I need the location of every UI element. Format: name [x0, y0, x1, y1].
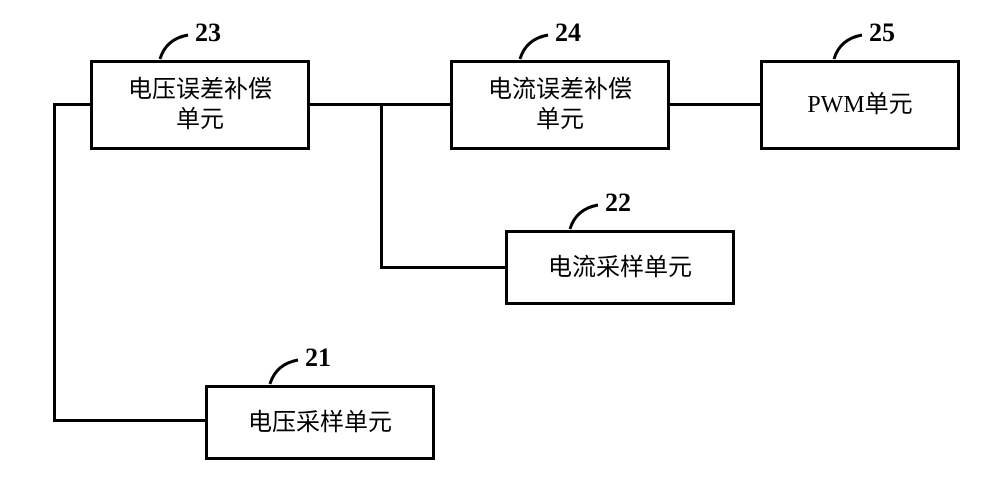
- block-current-sampling: 电流采样单元: [505, 230, 735, 305]
- connector-t-vertical: [380, 103, 383, 269]
- connector-24-25: [670, 103, 760, 106]
- block-label: 电流误差补偿单元: [488, 75, 632, 135]
- ref-label-22: 22: [605, 188, 631, 218]
- block-current-error-comp: 电流误差补偿单元: [450, 60, 670, 150]
- callout-22: [568, 203, 602, 231]
- connector-23-left-stub: [53, 103, 93, 106]
- block-label: 电压误差补偿单元: [128, 75, 272, 135]
- connector-t-to-22: [380, 266, 507, 269]
- callout-23: [158, 33, 192, 61]
- ref-label-24: 24: [555, 18, 581, 48]
- block-label: 电流采样单元: [548, 253, 692, 283]
- block-voltage-sampling: 电压采样单元: [205, 385, 435, 460]
- block-voltage-error-comp: 电压误差补偿单元: [90, 60, 310, 150]
- block-label: 电压采样单元: [248, 408, 392, 438]
- ref-label-23: 23: [195, 18, 221, 48]
- ref-label-21: 21: [305, 343, 331, 373]
- callout-21: [268, 358, 302, 386]
- callout-24: [518, 33, 552, 61]
- ref-label-25: 25: [869, 18, 895, 48]
- block-label: PWM单元: [807, 90, 912, 120]
- callout-25: [832, 33, 866, 61]
- block-pwm-unit: PWM单元: [760, 60, 960, 150]
- connector-bottom-to-21: [53, 419, 208, 422]
- diagram-canvas: 电压误差补偿单元 23 电流误差补偿单元 24 PWM单元 25 电流采样单元 …: [0, 0, 1000, 500]
- connector-left-vertical: [53, 103, 56, 422]
